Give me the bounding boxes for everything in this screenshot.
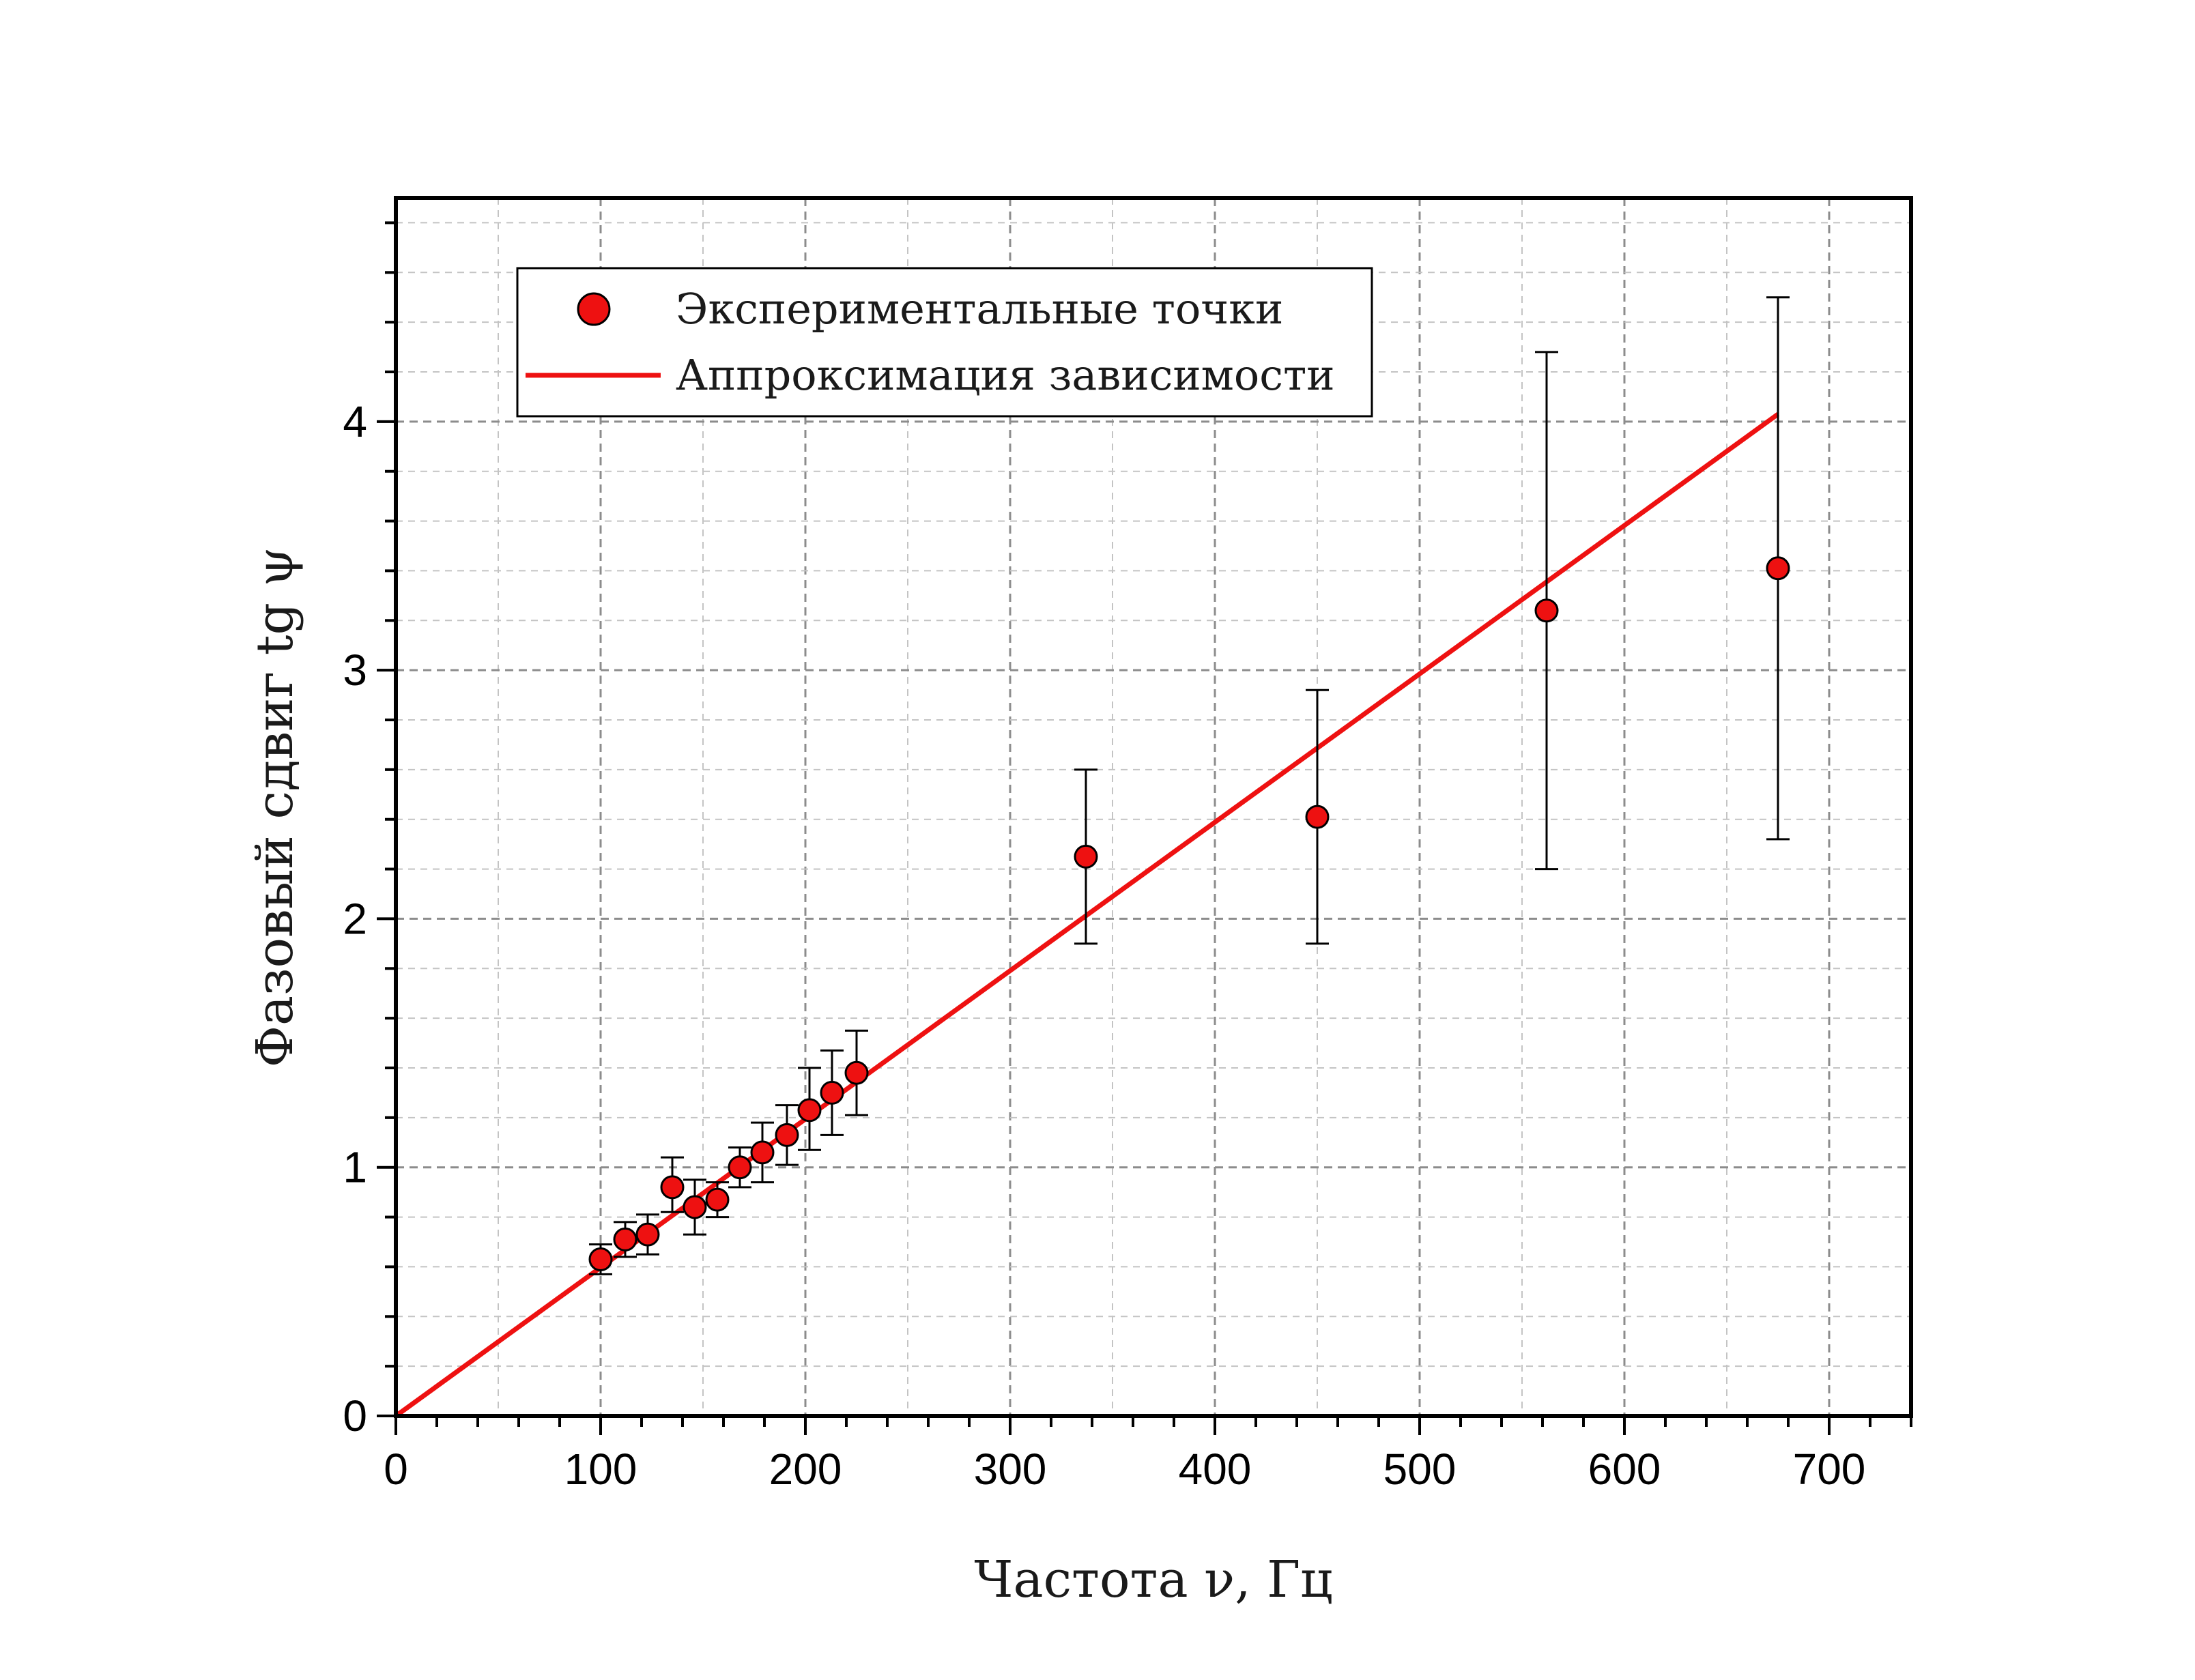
x-axis-title: Частота ν, Гц	[974, 1550, 1332, 1609]
y-tick-labels: 0 1 2 3 4	[343, 397, 367, 1440]
data-point	[844, 1060, 869, 1085]
y-axis-title: Фазовый сдвиг tg ψ	[246, 547, 304, 1068]
data-points-layer	[588, 556, 1790, 1271]
data-point	[613, 1227, 637, 1251]
data-point	[1766, 556, 1790, 581]
data-point	[683, 1195, 707, 1219]
data-point	[635, 1222, 660, 1247]
x-tick-label: 600	[1588, 1445, 1661, 1494]
data-point	[728, 1155, 752, 1180]
data-point	[750, 1140, 775, 1165]
grid	[396, 198, 1911, 1416]
x-tick-label: 300	[974, 1445, 1047, 1494]
legend-label-line: Аппроксимация зависимости	[676, 350, 1335, 400]
x-tick-label: 100	[564, 1445, 637, 1494]
plot-frame	[394, 196, 1913, 1418]
data-point	[775, 1123, 799, 1147]
x-tick-labels: 0 100 200 300 400 500 600 700	[384, 1445, 1865, 1494]
x-tick-label: 400	[1179, 1445, 1252, 1494]
legend: Экспериментальные точки Аппроксимация за…	[516, 267, 1373, 418]
legend-box	[516, 267, 1373, 418]
data-point	[820, 1080, 844, 1105]
x-tick-label: 500	[1383, 1445, 1457, 1494]
data-point	[1074, 844, 1098, 869]
data-point	[588, 1247, 613, 1271]
y-tick-label: 2	[343, 894, 367, 943]
y-tick-label: 3	[343, 646, 367, 695]
legend-label-points: Экспериментальные точки	[676, 284, 1283, 334]
data-point	[660, 1175, 685, 1200]
axis-ticks	[377, 221, 1912, 1435]
x-tick-label: 700	[1793, 1445, 1866, 1494]
legend-marker-points	[577, 292, 611, 326]
data-point	[1305, 805, 1330, 829]
x-tick-label: 200	[769, 1445, 842, 1494]
y-tick-label: 4	[343, 397, 367, 446]
x-tick-label: 0	[384, 1445, 408, 1494]
y-tick-label: 0	[343, 1391, 367, 1440]
data-point	[705, 1187, 730, 1212]
data-point	[1534, 598, 1559, 623]
y-tick-label: 1	[343, 1143, 367, 1192]
data-point	[797, 1098, 822, 1123]
